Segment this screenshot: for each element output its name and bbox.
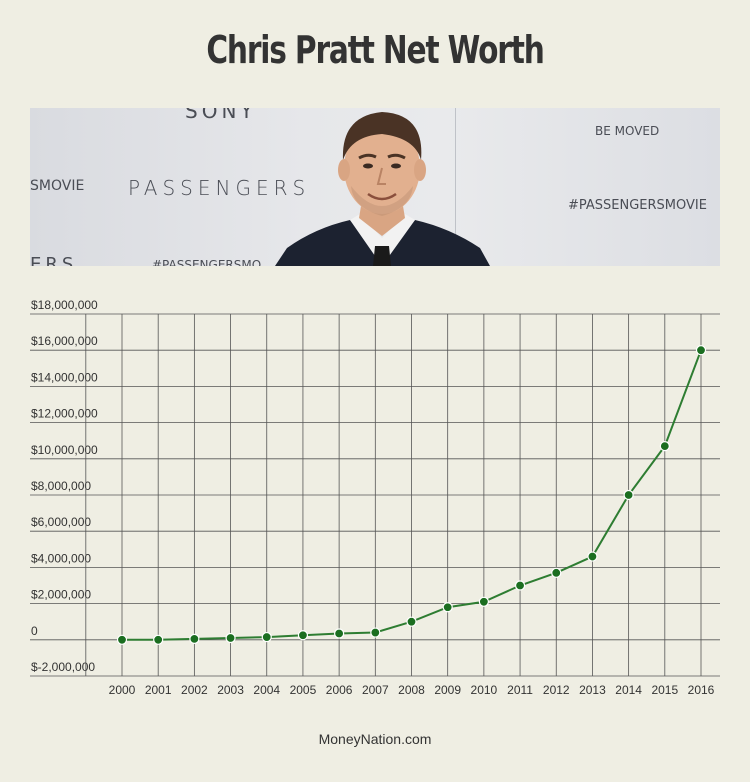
person-portrait [275, 112, 490, 266]
data-point [153, 634, 164, 645]
y-tick-label: $4,000,000 [31, 551, 91, 565]
x-tick-label: 2010 [471, 683, 498, 697]
x-tick-label: 2015 [651, 683, 678, 697]
x-tick-label: 2005 [290, 683, 317, 697]
y-tick-label: 0 [31, 624, 38, 638]
x-tick-label: 2003 [217, 683, 244, 697]
x-tick-label: 2000 [109, 683, 136, 697]
wall-text-bottom-left: ERS [30, 254, 78, 266]
wall-text-hashtag-bottom: #PASSENGERSMO [152, 258, 262, 266]
wall-text-movie-left: SMOVIE [30, 178, 85, 194]
x-tick-label: 2013 [579, 683, 606, 697]
data-point [189, 633, 200, 644]
data-point [695, 345, 707, 356]
y-tick-label: $14,000,000 [31, 370, 98, 384]
data-point [297, 630, 309, 641]
page-title: Chris Pratt Net Worth [206, 28, 544, 72]
wall-text-sony: SONY [185, 108, 257, 123]
data-point [442, 602, 453, 613]
x-tick-label: 2002 [181, 683, 208, 697]
wall-panel-divider [455, 108, 456, 266]
person-shirt [350, 214, 415, 266]
y-tick-label: $10,000,000 [31, 443, 98, 457]
person-suit [275, 220, 490, 266]
y-tick-label: $8,000,000 [31, 479, 91, 493]
data-point [334, 628, 345, 639]
data-point [551, 567, 562, 578]
y-tick-label: $18,000,000 [31, 298, 98, 312]
header-photo: SONY SMOVIE PASSENGERS BE MOVED #PASSENG… [30, 108, 720, 266]
x-tick-label: 2012 [543, 683, 570, 697]
x-tick-label: 2008 [398, 683, 425, 697]
data-point [225, 632, 236, 644]
wall-text-hashtag-right: #PASSENGERSMOVIE [568, 198, 707, 213]
data-point [116, 634, 128, 645]
y-tick-label: $-2,000,000 [31, 660, 95, 674]
x-tick-label: 2016 [688, 683, 715, 697]
y-tick-label: $2,000,000 [31, 588, 91, 602]
wall-text-passengers: PASSENGERS [128, 176, 311, 200]
data-point [370, 627, 381, 638]
person-hair [342, 112, 422, 160]
data-point [478, 596, 489, 607]
data-point [406, 616, 417, 627]
y-tick-label: $12,000,000 [31, 407, 98, 421]
data-point [514, 580, 526, 591]
x-tick-label: 2009 [434, 683, 461, 697]
data-point [659, 441, 670, 452]
source-credit: MoneyNation.com [318, 731, 432, 747]
x-tick-label: 2006 [326, 683, 353, 697]
wall-text-be-moved: BE MOVED [595, 124, 660, 138]
x-tick-label: 2001 [145, 683, 172, 697]
y-tick-label: $16,000,000 [31, 334, 98, 348]
person-tie [373, 246, 391, 266]
x-tick-label: 2007 [362, 683, 389, 697]
data-point [587, 551, 598, 562]
x-tick-label: 2011 [507, 683, 533, 697]
net-worth-chart: $-2,000,000 0 $2,000,000 $4,000,000 $6,000,0… [30, 298, 720, 697]
x-tick-label: 2014 [615, 683, 642, 697]
data-point [261, 631, 272, 643]
x-tick-label: 2004 [253, 683, 280, 697]
y-tick-label: $6,000,000 [31, 515, 91, 529]
data-point [623, 489, 634, 501]
